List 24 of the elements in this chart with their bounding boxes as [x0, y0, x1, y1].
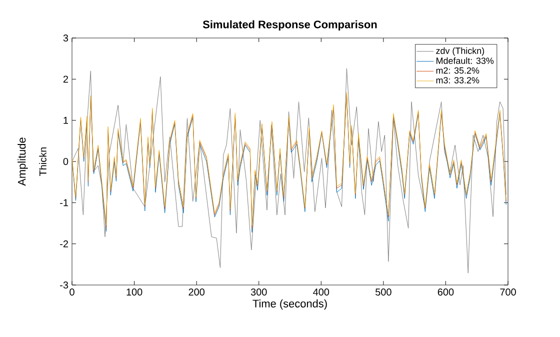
y-tick-label: -2 — [60, 240, 68, 248]
y-tick-label: 1 — [64, 116, 68, 124]
x-tick-label: 700 — [500, 288, 516, 296]
x-tick-label: 500 — [376, 288, 392, 296]
y-tick-label: 0 — [63, 158, 68, 166]
x-tick-label: 200 — [188, 288, 204, 296]
line-series — [72, 68, 506, 274]
x-tick-label: 600 — [438, 288, 454, 296]
text: Thickn — [39, 147, 46, 176]
y-tick-label: -3 — [60, 281, 68, 289]
x-tick-label: 100 — [126, 288, 142, 296]
legend-label: Mdefault: 33% — [436, 57, 494, 64]
y-axis-title: Amplitude — [18, 138, 28, 186]
legend-label: m3: 33.2% — [436, 77, 480, 84]
y-tick-label: 3 — [63, 34, 68, 42]
x-axis-title: Time (seconds) — [252, 299, 327, 310]
x-tick-label: 300 — [250, 288, 267, 296]
legend-label: zdv (Thickn) — [436, 47, 484, 56]
y-tick-label: 2 — [63, 76, 68, 83]
legend-label: m2: 35.2% — [436, 67, 480, 74]
x-tick-label: 0 — [70, 288, 74, 296]
x-tick-label: 400 — [313, 288, 330, 296]
chart-title: Simulated Response Comparison — [202, 20, 377, 30]
y-tick-label: -1 — [60, 199, 68, 206]
